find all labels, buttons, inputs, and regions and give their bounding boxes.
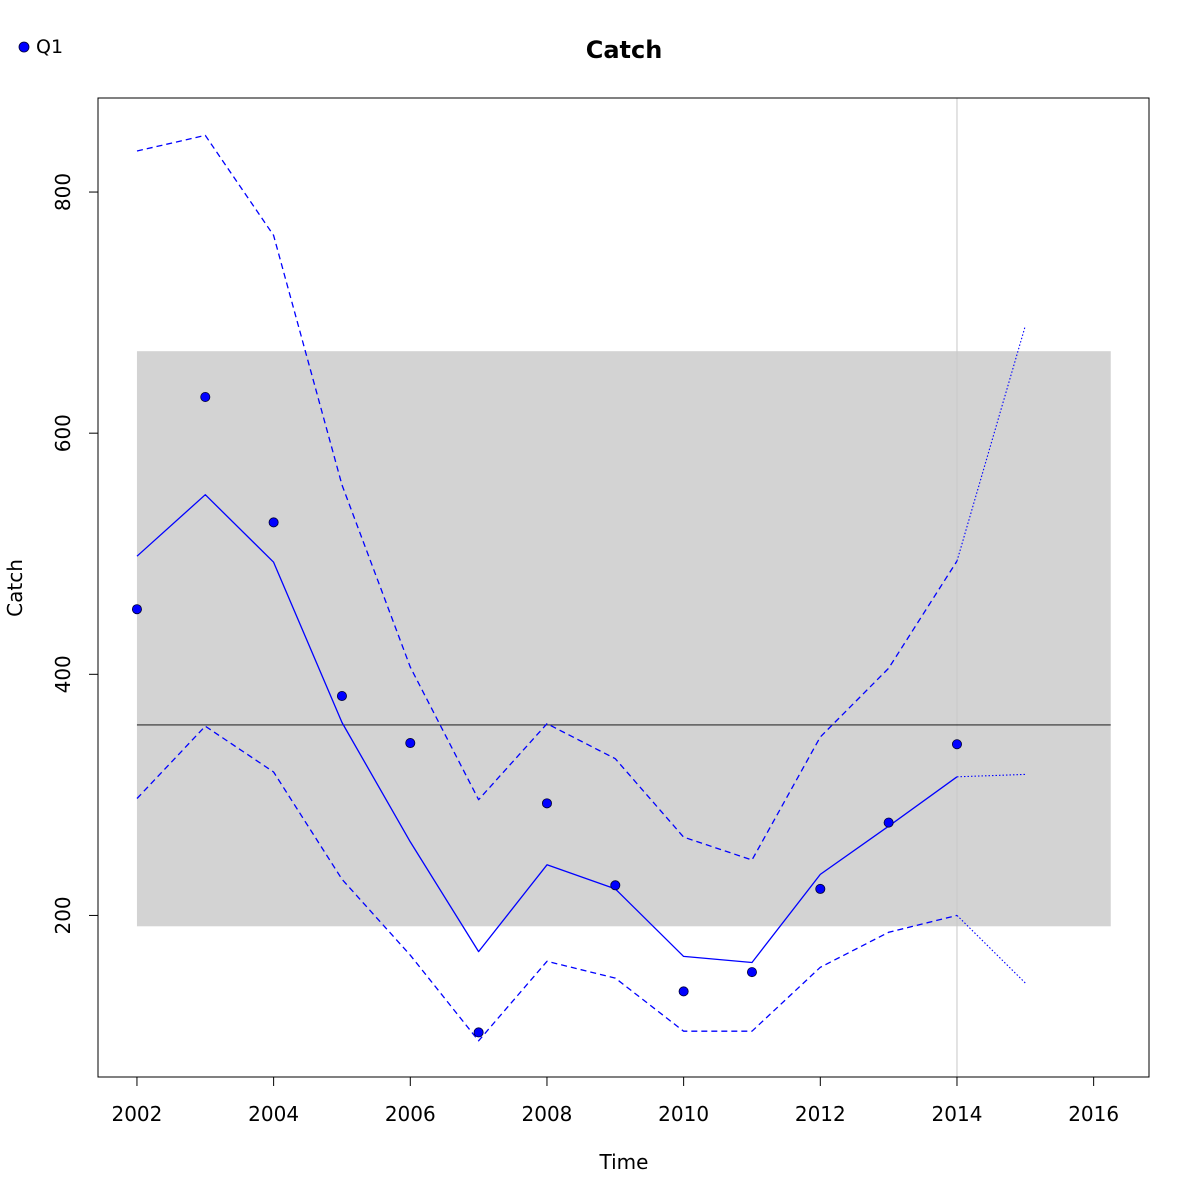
x-tick-label: 2010 — [658, 1102, 709, 1126]
x-axis-label: Time — [599, 1150, 649, 1174]
reference-band-layer — [136, 351, 1111, 927]
data-point — [678, 986, 689, 997]
series-line-fitted — [136, 494, 958, 964]
x-axis: 2002 2004 2006 2008 2010 2012 2014 2016 — [111, 1076, 1119, 1126]
points-layer — [131, 392, 962, 1038]
data-point — [815, 883, 826, 894]
x-tick-label: 2014 — [932, 1102, 983, 1126]
series-line-forecast — [956, 773, 1026, 778]
data-point — [951, 739, 962, 750]
data-point — [883, 817, 894, 828]
plot-frame — [97, 97, 1150, 1078]
chart-title: Catch — [586, 36, 663, 64]
x-tick-label: 2002 — [111, 1102, 162, 1126]
reference-band — [136, 351, 1111, 927]
x-tick-label: 2016 — [1068, 1102, 1119, 1126]
y-axis: 200 400 600 800 — [51, 173, 99, 935]
data-point — [405, 738, 416, 749]
x-tick-label: 2008 — [522, 1102, 573, 1126]
legend: Q1 — [18, 36, 63, 58]
x-tick-label: 2004 — [248, 1102, 299, 1126]
legend-marker — [18, 41, 30, 53]
series-line-upper-bound — [136, 134, 958, 861]
data-point — [336, 691, 347, 702]
data-point — [131, 604, 142, 615]
data-point — [200, 392, 211, 403]
data-point — [610, 880, 621, 891]
y-tick-label: 200 — [51, 896, 75, 934]
series-layer — [136, 134, 1026, 1042]
data-point — [541, 798, 552, 809]
series-line-lower-bound — [136, 725, 958, 1042]
series-line-forecast-upper — [956, 325, 1026, 562]
x-tick-label: 2012 — [795, 1102, 846, 1126]
y-tick-label: 600 — [51, 414, 75, 452]
data-point — [473, 1027, 484, 1038]
data-point — [268, 517, 279, 528]
y-tick-label: 400 — [51, 655, 75, 693]
y-axis-label: Catch — [3, 559, 27, 617]
x-tick-label: 2006 — [385, 1102, 436, 1126]
legend-label: Q1 — [36, 36, 63, 58]
data-point — [746, 967, 757, 978]
y-tick-label: 800 — [51, 173, 75, 211]
